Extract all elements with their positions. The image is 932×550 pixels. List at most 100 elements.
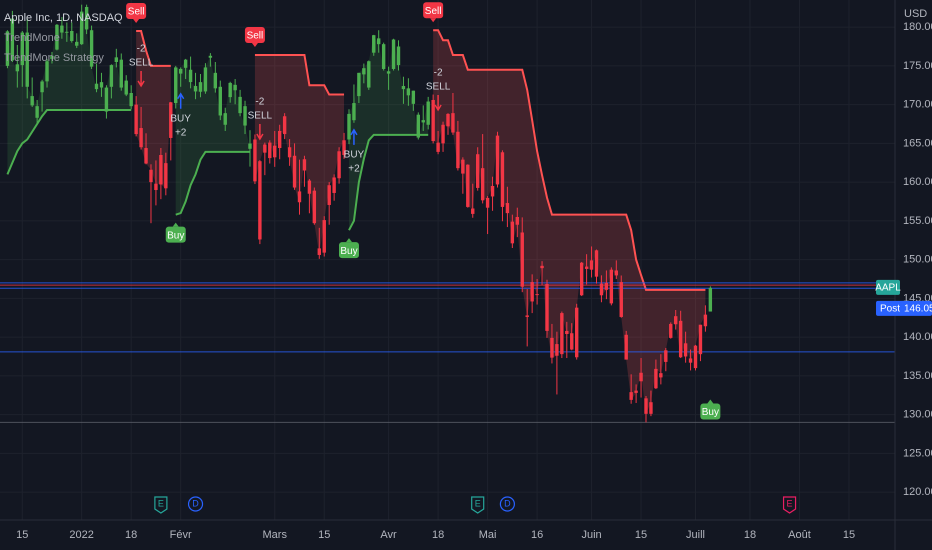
indicator-label: TrendMone Strategy <box>4 52 104 64</box>
signal-box <box>423 2 444 19</box>
candle-body <box>367 61 371 88</box>
candle-body <box>480 168 485 201</box>
candle-body <box>669 323 673 338</box>
zone-fill <box>433 30 706 414</box>
candle-body <box>426 101 430 125</box>
candle-body <box>213 72 218 89</box>
candle-body <box>342 140 346 155</box>
post-box <box>876 300 932 316</box>
candle-body <box>594 250 599 277</box>
candle-body <box>223 113 227 125</box>
candle-body <box>40 81 44 93</box>
y-tick-label: 155.00 <box>903 215 932 227</box>
candle-body <box>372 35 376 53</box>
candle-body <box>381 44 386 69</box>
candle-body <box>183 59 188 68</box>
candle-body <box>540 265 544 269</box>
signal-text: Buy <box>167 230 184 241</box>
candle-body <box>411 90 416 104</box>
candle-body <box>466 164 470 207</box>
trade-text: SELL <box>248 111 273 122</box>
candle-body <box>317 248 321 255</box>
candle-body <box>159 154 163 185</box>
event-marker: E <box>782 496 797 514</box>
event-label: D <box>192 498 199 508</box>
event-marker: E <box>154 496 168 514</box>
trade-text: SELL <box>426 82 451 93</box>
candle-body <box>60 25 64 33</box>
candle-body <box>292 155 297 188</box>
candle-body <box>332 177 336 193</box>
candle-body <box>109 65 114 87</box>
candle-body <box>560 313 564 355</box>
candle-body <box>495 135 500 185</box>
event-label: D <box>504 498 511 508</box>
candle-body <box>94 83 99 90</box>
candle-body <box>218 86 222 116</box>
candle-body <box>307 180 312 194</box>
candle-body <box>471 208 475 214</box>
candle-body <box>550 337 554 358</box>
trade-text: -2 <box>434 68 443 79</box>
candle-body <box>208 55 213 58</box>
x-tick-label: 18 <box>432 529 444 541</box>
candle-body <box>129 92 133 107</box>
indicator-label: TrendMone <box>4 32 60 44</box>
candle-body <box>490 185 495 197</box>
candle-body <box>446 113 450 127</box>
x-tick-label: Juin <box>581 529 601 541</box>
post-price: 146.05 <box>904 304 932 315</box>
candle-body <box>25 32 29 87</box>
candle-body <box>698 324 703 355</box>
candle-body <box>614 270 619 276</box>
candle-body <box>337 151 341 179</box>
candle-body <box>570 333 574 350</box>
symbol-label: AAPL <box>875 283 901 294</box>
x-tick-label: 16 <box>531 529 543 541</box>
candle-body <box>114 57 119 62</box>
candle-body <box>263 144 267 153</box>
candle-body <box>406 88 411 96</box>
candle-body <box>193 86 198 92</box>
x-tick-label: Mars <box>263 529 288 541</box>
candle-body <box>664 350 668 362</box>
signal-text: Sell <box>128 7 145 18</box>
y-tick-label: 170.00 <box>903 99 932 111</box>
candle-body <box>188 69 193 83</box>
trade-text: +2 <box>348 163 360 174</box>
x-tick-label: 15 <box>318 529 330 541</box>
candle-body <box>139 128 143 148</box>
stop-line <box>136 29 706 291</box>
x-tick-label: Juill <box>686 529 705 541</box>
y-tick-label: 140.00 <box>903 331 932 343</box>
candle-body <box>322 220 326 253</box>
candle-body <box>525 315 529 317</box>
candle-body <box>441 124 445 144</box>
candle-body <box>431 99 435 142</box>
candle-body <box>169 102 173 138</box>
x-tick-label: Avr <box>380 529 397 541</box>
candle-body <box>505 203 510 214</box>
event-label: E <box>787 498 793 508</box>
candle-body <box>456 131 460 169</box>
signal-box <box>126 2 147 19</box>
candle-body <box>639 372 643 382</box>
signal-label: Sell <box>126 2 147 23</box>
candle-body <box>79 11 84 45</box>
candle-body <box>75 41 79 46</box>
candle-body <box>273 145 277 158</box>
candle-body <box>584 266 589 269</box>
candle-body <box>258 161 262 240</box>
event-icon <box>499 496 515 512</box>
candle-body <box>659 373 663 378</box>
candle-body <box>579 262 584 296</box>
trade-arrow <box>137 70 145 88</box>
symbol-box <box>876 279 900 295</box>
candle-body <box>178 68 183 74</box>
candle-body <box>99 82 104 88</box>
candle-body <box>15 64 20 72</box>
y-tick-label: 135.00 <box>903 370 932 382</box>
candle-body <box>416 114 420 138</box>
candle-body <box>391 39 396 69</box>
